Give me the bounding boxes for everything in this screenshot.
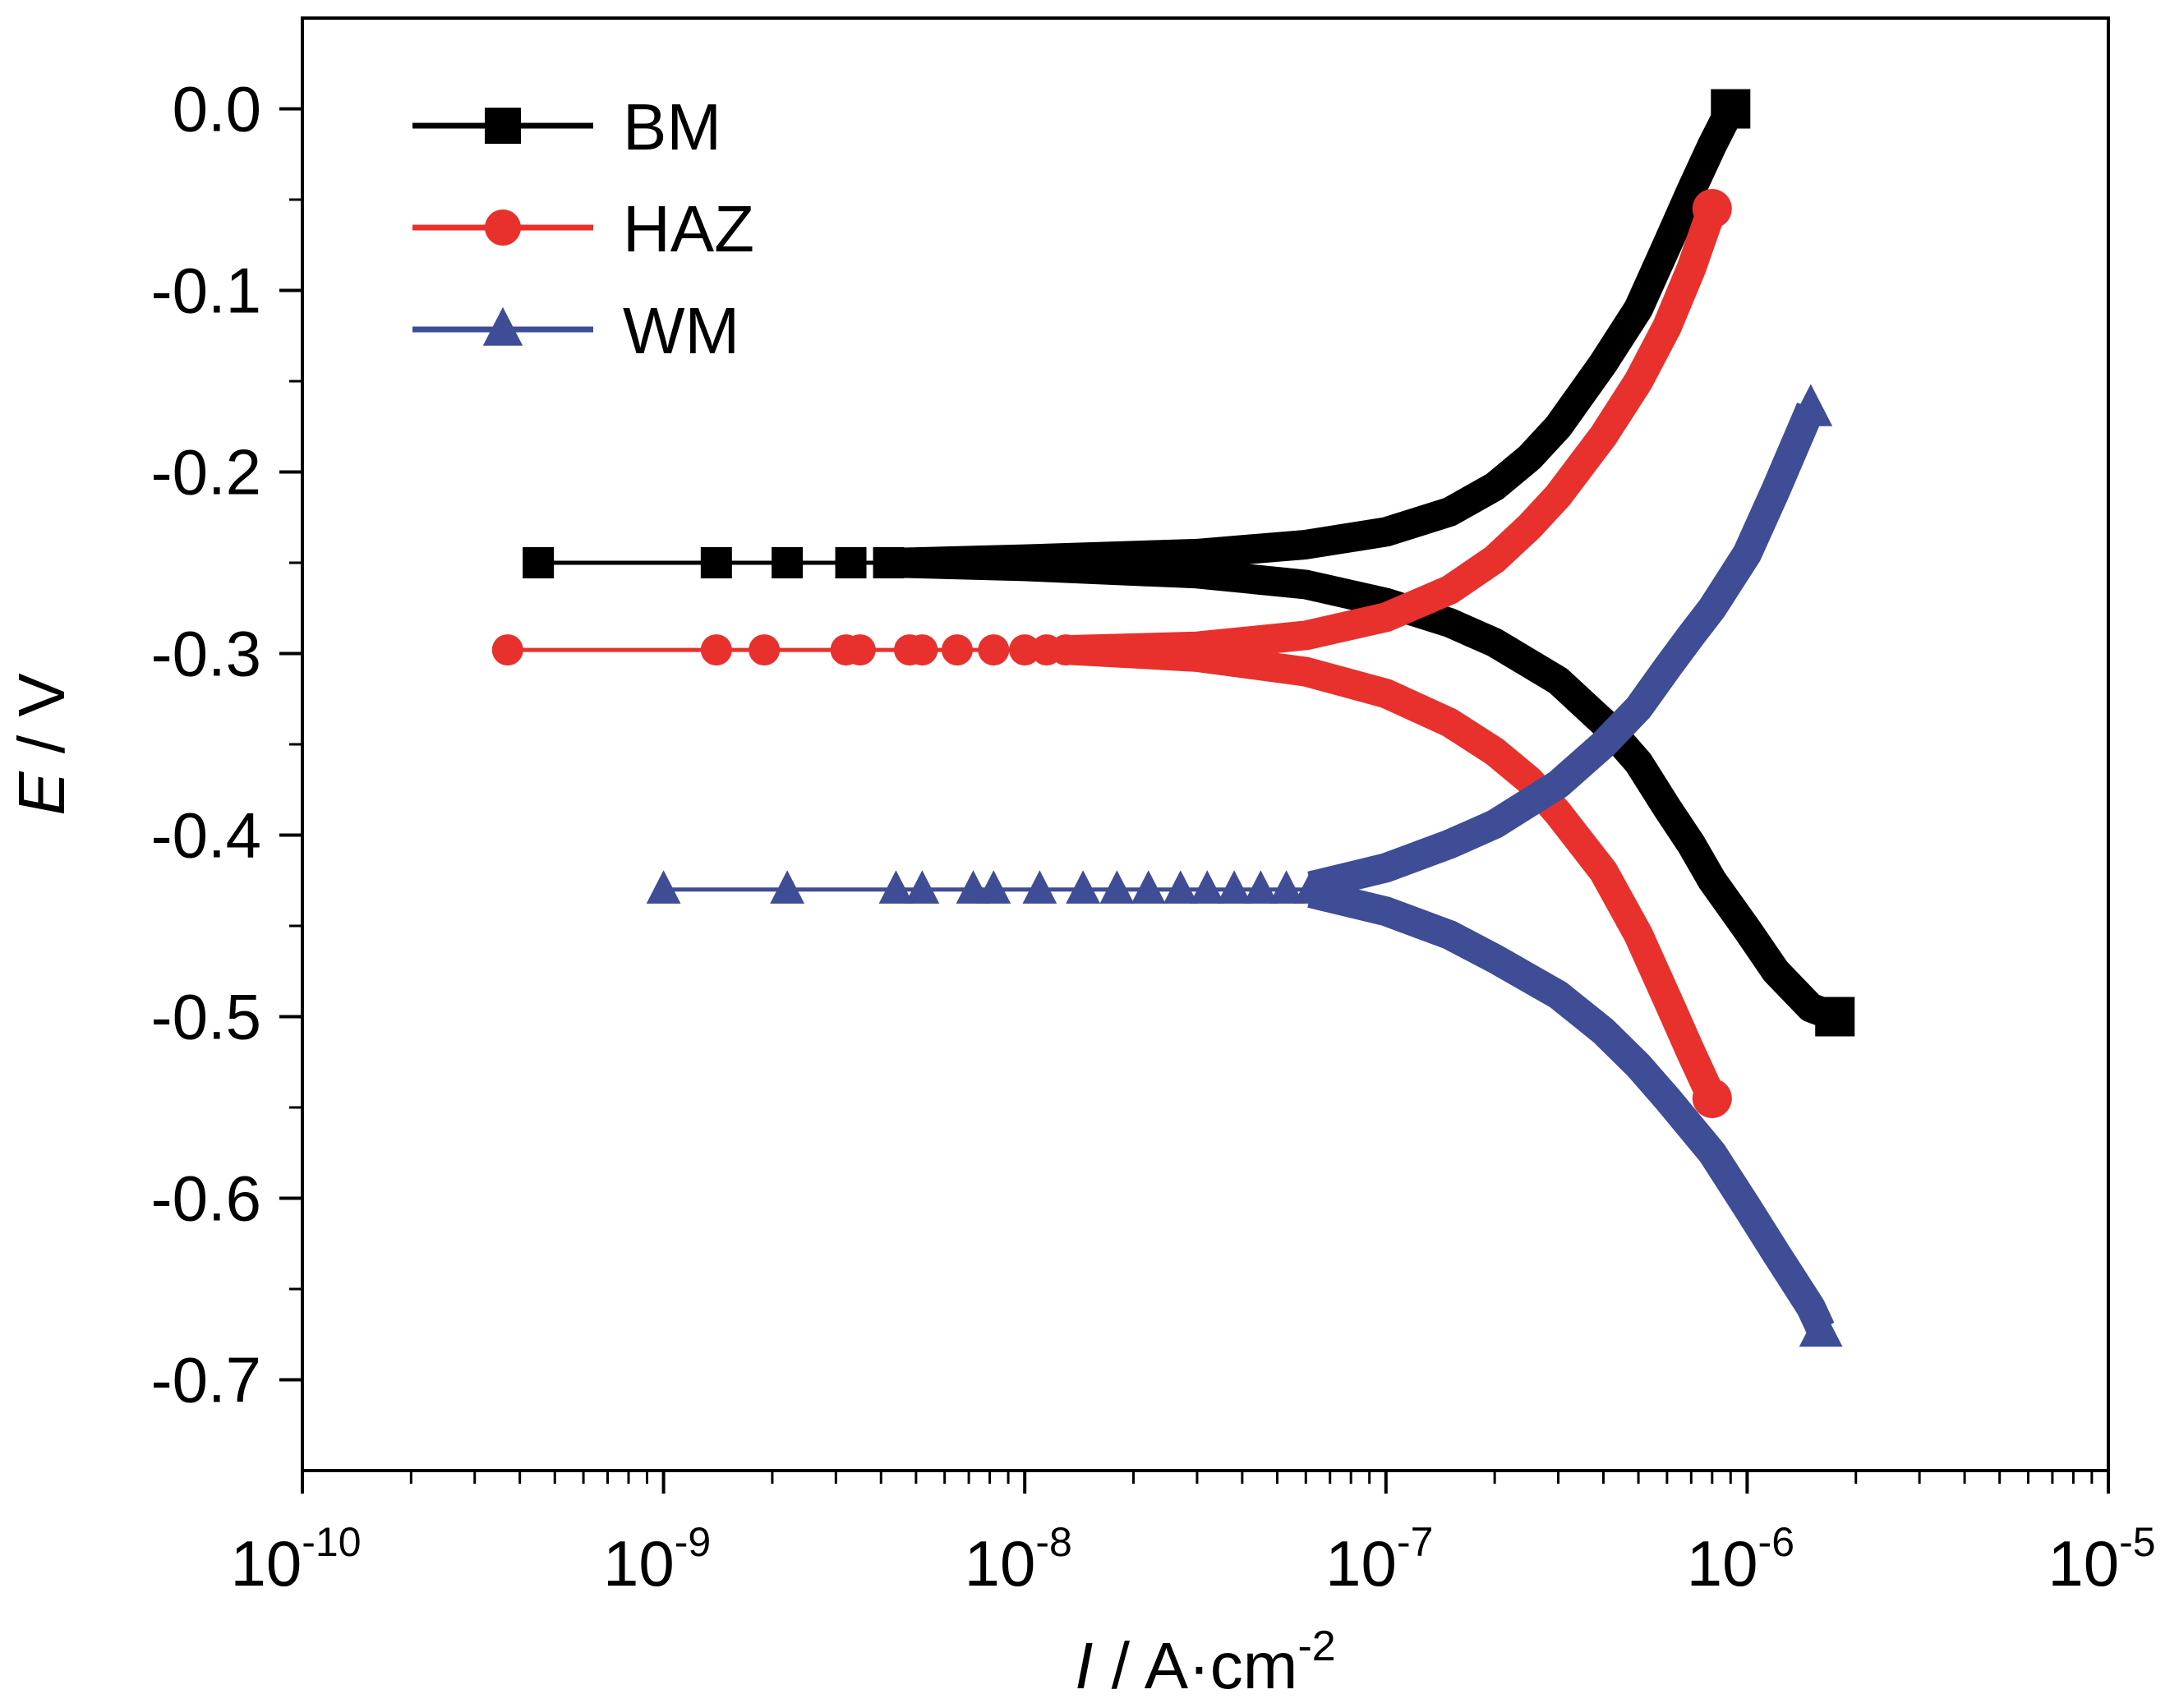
y-tick-label: -0.7 (151, 1344, 261, 1416)
x-tick-label: 10-7 (1325, 1519, 1433, 1600)
data-point-marker (1163, 870, 1198, 904)
data-point-marker (700, 547, 732, 578)
series-anodic-branch (888, 102, 1744, 578)
series-haz (491, 189, 1732, 1118)
series-cathodic-branch (1307, 878, 1835, 1336)
x-tick-label: 10-8 (965, 1519, 1072, 1600)
data-point-marker (1217, 870, 1251, 904)
x-axis-title: I / A·cm-2 (1075, 1623, 1335, 1702)
data-point-marker (1815, 997, 1855, 1037)
data-point-marker (1789, 384, 1833, 426)
data-point-marker (835, 547, 867, 578)
data-point-marker (941, 634, 973, 666)
legend-item-haz: HAZ (412, 192, 754, 265)
data-point-marker (1050, 634, 1082, 666)
data-point-marker (1099, 870, 1135, 904)
legend-item-bm: BM (412, 90, 721, 163)
data-point-marker (1243, 870, 1278, 904)
series-anodic-branch (1307, 403, 1825, 900)
y-tick-label: 0.0 (173, 73, 261, 145)
y-tick-label: -0.5 (151, 981, 261, 1053)
legend-label: WM (623, 294, 739, 367)
series-wm (646, 384, 1843, 1347)
data-point-marker (1190, 870, 1225, 904)
y-tick-label: -0.3 (151, 618, 261, 690)
data-point-marker (905, 870, 940, 904)
y-tick-label: -0.6 (151, 1162, 261, 1235)
axes (279, 16, 2110, 1494)
x-tick-label: 10-6 (1687, 1519, 1794, 1600)
data-point-marker (978, 634, 1010, 666)
data-point-marker (1022, 870, 1057, 904)
legend: BM HAZ WM (412, 90, 754, 367)
series-bm (523, 89, 1855, 1037)
data-point-marker (700, 634, 732, 666)
data-point-marker (1711, 89, 1751, 129)
y-tick-label: -0.1 (151, 255, 261, 327)
data-point-marker (1066, 870, 1101, 904)
data-point-marker (1269, 870, 1304, 904)
legend-marker (485, 108, 521, 144)
data-point-marker (772, 547, 804, 578)
data-point-marker (491, 634, 523, 666)
data-point-marker (1009, 634, 1041, 666)
data-point-marker (844, 634, 876, 666)
data-point-marker (749, 634, 781, 666)
data-point-marker (646, 870, 681, 904)
y-axis-title: E / V (5, 673, 78, 816)
data-point-marker (906, 634, 938, 666)
data-point-marker (976, 870, 1011, 904)
data-point-marker (1799, 1304, 1843, 1347)
data-point-marker (1692, 1078, 1732, 1118)
x-tick-label: 10-10 (230, 1519, 361, 1600)
data-point-marker (1293, 870, 1329, 904)
x-tick-label: 10-9 (603, 1519, 711, 1600)
series-anodic-branch (1065, 204, 1726, 665)
legend-marker (485, 209, 521, 246)
data-point-marker (770, 870, 805, 904)
data-point-marker (1131, 870, 1166, 904)
data-point-marker (523, 547, 555, 578)
data-point-marker (1692, 189, 1732, 229)
series-cathodic-branch (1065, 635, 1726, 1105)
legend-label: BM (623, 90, 721, 163)
legend-marker (482, 306, 523, 346)
legend-item-wm: WM (412, 294, 739, 367)
series-group (491, 89, 1855, 1347)
data-point-marker (873, 547, 905, 578)
axis-labels: 10-10 10-9 10-8 10-7 10-6 10-5 0.0 -0.1 -0.2 -0.3… (5, 73, 2156, 1703)
legend-label: HAZ (623, 192, 754, 265)
data-point-marker (878, 870, 914, 904)
series-cathodic-branch (888, 548, 1840, 1031)
x-tick-label: 10-5 (2048, 1519, 2155, 1600)
y-tick-label: -0.4 (151, 799, 261, 872)
y-tick-label: -0.2 (151, 436, 261, 509)
